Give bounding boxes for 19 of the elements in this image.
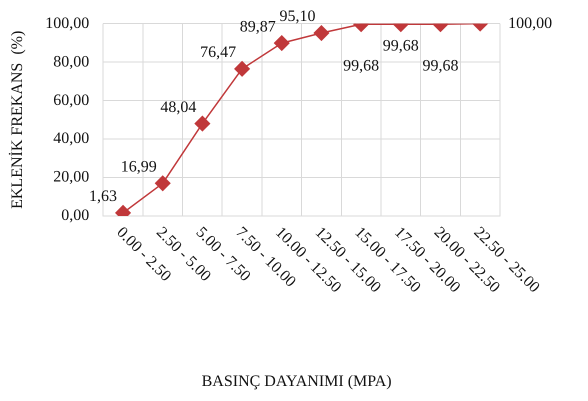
- y-tick-label: 100,00: [45, 14, 90, 32]
- y-tick-label: 20,00: [53, 168, 90, 186]
- x-axis-title: BASINÇ DAYANIMI (MPA): [202, 373, 392, 390]
- data-label: 95,10: [279, 8, 316, 26]
- data-label: 1,63: [89, 188, 118, 206]
- data-label: 99,68: [343, 57, 380, 74]
- data-label: 89,87: [240, 18, 276, 36]
- y-tick-label: 0,00: [61, 207, 90, 224]
- point: [194, 116, 210, 132]
- data-label: 100,00: [508, 14, 552, 32]
- data-label: 16,99: [120, 158, 157, 176]
- data-label: 76,47: [200, 44, 236, 62]
- y-axis-title: EKLENİK FREKANS (%): [8, 30, 26, 209]
- data-label: 99,68: [382, 37, 419, 54]
- y-tick-label: 60,00: [53, 92, 90, 109]
- y-tick-label: 40,00: [53, 130, 90, 148]
- data-label: 99,68: [422, 57, 458, 74]
- data-label: 48,04: [160, 98, 196, 116]
- y-tick-label: 80,00: [53, 53, 90, 70]
